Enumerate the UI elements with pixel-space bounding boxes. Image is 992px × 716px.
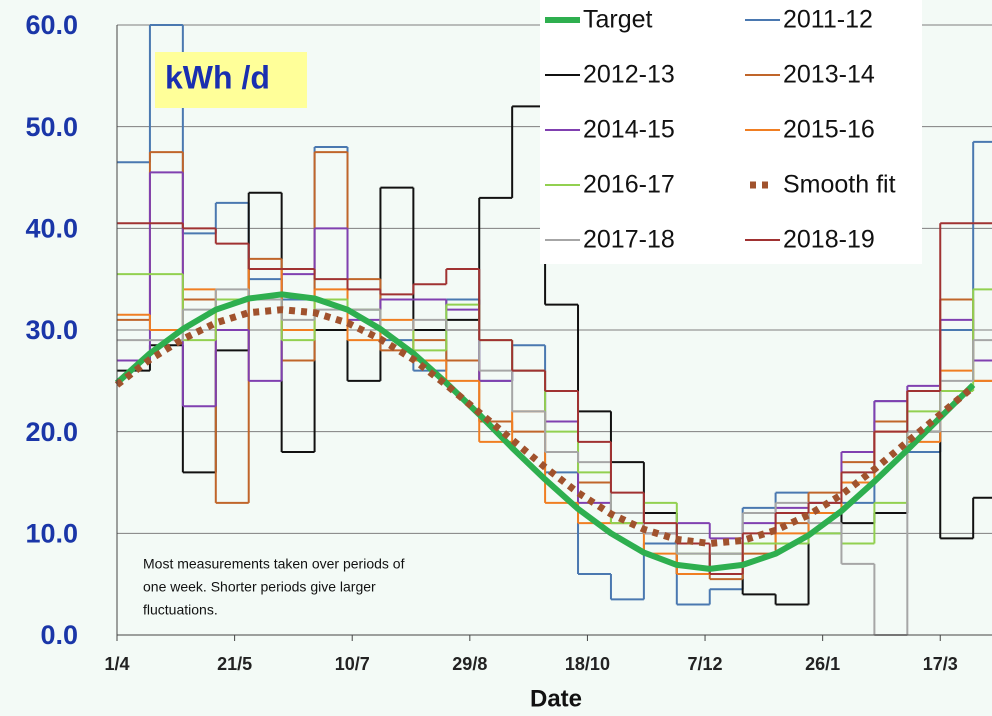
- legend-box: [540, 0, 922, 264]
- legend-label: Target: [583, 6, 653, 34]
- legend-label: Smooth fit: [783, 171, 896, 199]
- x-tick-label: 7/12: [688, 654, 723, 674]
- legend: Target 2011-12 2012-13 2013-14 2014-15 2015-1…: [545, 6, 896, 254]
- legend-label: 2012-13: [583, 61, 675, 89]
- y-tick-label: 50.0: [25, 112, 78, 142]
- target-line: [114, 291, 976, 572]
- y-tick-label: 40.0: [25, 213, 78, 243]
- legend-label: 2015-16: [783, 116, 875, 144]
- y-tick-label: 20.0: [25, 417, 78, 447]
- x-tick-label: 1/4: [104, 654, 129, 674]
- annotation: Most measurements taken over periods of: [143, 556, 405, 572]
- y-tick-label: 30.0: [25, 315, 78, 345]
- chart-title: kWh /d: [165, 59, 270, 95]
- annotation: fluctuations.: [143, 602, 218, 618]
- x-tick-label: 21/5: [217, 654, 252, 674]
- legend-label: 2014-15: [583, 116, 675, 144]
- plot-marks: [114, 24, 992, 636]
- legend-label: 2013-14: [783, 61, 875, 89]
- legend-label: 2018-19: [783, 226, 875, 254]
- x-tick-label: 26/1: [805, 654, 840, 674]
- smooth-fit-line: [114, 306, 976, 547]
- y-tick-label: 10.0: [25, 518, 78, 548]
- x-tick-label: 17/3: [923, 654, 958, 674]
- title-box: [155, 52, 307, 108]
- legend-label: 2011-12: [783, 6, 873, 34]
- x-axis-label: Date: [530, 685, 582, 712]
- x-tick-label: 18/10: [565, 654, 610, 674]
- x-tick-label: 29/8: [452, 654, 487, 674]
- annotation: one week. Shorter periods give larger: [143, 579, 376, 595]
- legend-label: 2016-17: [583, 171, 675, 199]
- legend-label: 2017-18: [583, 226, 675, 254]
- y-tick-label: 60.0: [25, 10, 78, 40]
- x-tick-label: 10/7: [335, 654, 370, 674]
- y-tick-label: 0.0: [40, 620, 78, 650]
